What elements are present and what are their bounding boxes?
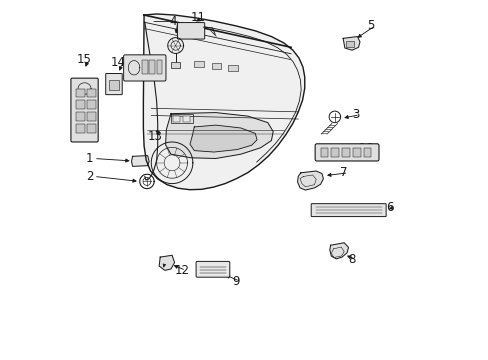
Text: 8: 8: [347, 253, 355, 266]
Bar: [330, 148, 339, 157]
Bar: [345, 41, 353, 46]
Bar: [87, 89, 96, 97]
Bar: [87, 112, 96, 121]
FancyBboxPatch shape: [71, 78, 98, 142]
Polygon shape: [143, 14, 304, 190]
Bar: [183, 116, 190, 122]
FancyBboxPatch shape: [314, 144, 378, 161]
Polygon shape: [131, 156, 149, 166]
Text: 5: 5: [366, 19, 374, 32]
Bar: [149, 60, 155, 74]
Polygon shape: [159, 255, 174, 270]
Text: 4: 4: [169, 15, 177, 28]
Bar: [341, 148, 349, 157]
Text: 10: 10: [135, 56, 149, 69]
Text: 11: 11: [190, 12, 205, 24]
Bar: [76, 124, 84, 133]
Bar: [352, 148, 360, 157]
Bar: [211, 63, 221, 69]
Text: 9: 9: [231, 275, 239, 288]
Bar: [87, 124, 96, 133]
Text: 13: 13: [148, 130, 163, 144]
Polygon shape: [343, 37, 359, 50]
FancyBboxPatch shape: [177, 23, 204, 39]
Bar: [142, 60, 147, 74]
Bar: [228, 65, 237, 71]
Text: 1: 1: [86, 152, 93, 165]
Bar: [76, 112, 84, 121]
Polygon shape: [165, 113, 273, 158]
Bar: [363, 148, 371, 157]
Polygon shape: [297, 171, 323, 190]
Bar: [76, 89, 84, 97]
FancyBboxPatch shape: [196, 261, 229, 277]
Text: 15: 15: [76, 53, 91, 66]
Text: 6: 6: [385, 201, 393, 214]
FancyBboxPatch shape: [105, 73, 122, 95]
FancyBboxPatch shape: [123, 55, 165, 81]
Text: 7: 7: [340, 166, 347, 179]
Text: 3: 3: [351, 108, 359, 121]
Bar: [320, 148, 328, 157]
Bar: [109, 80, 119, 90]
Bar: [156, 60, 162, 74]
FancyBboxPatch shape: [310, 204, 386, 217]
Text: 2: 2: [86, 170, 93, 183]
Text: 12: 12: [174, 264, 189, 277]
Text: 14: 14: [111, 56, 125, 69]
Text: 16: 16: [358, 142, 373, 155]
Polygon shape: [190, 125, 257, 152]
Bar: [172, 116, 180, 122]
Bar: [171, 62, 180, 68]
Bar: [194, 61, 203, 67]
Bar: [87, 100, 96, 109]
Polygon shape: [329, 243, 348, 259]
Bar: [76, 100, 84, 109]
